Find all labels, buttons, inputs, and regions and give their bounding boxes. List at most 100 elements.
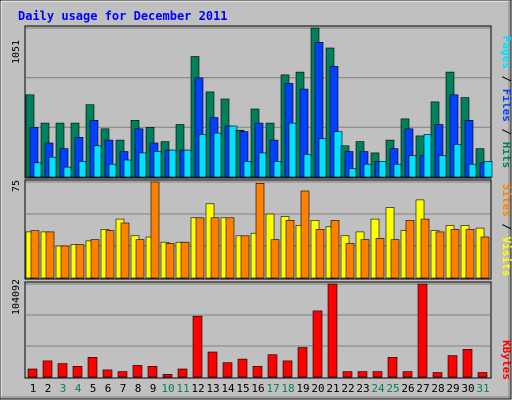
bar-kbytes-day-13 <box>207 351 218 378</box>
x-tick-label-day-28: 28 <box>431 382 444 395</box>
legend-files: Files <box>500 89 512 122</box>
y-max-label-kbytes: 104092 <box>11 279 22 315</box>
bar-kbytes-day-14 <box>222 362 233 378</box>
bar-sites-day-4 <box>75 244 85 279</box>
bar-kbytes-day-9 <box>147 365 158 378</box>
legend-hits: Hits <box>500 142 512 169</box>
x-tick-label-day-5: 5 <box>90 382 97 395</box>
x-tick-label-day-8: 8 <box>135 382 142 395</box>
bar-kbytes-day-21 <box>327 283 338 378</box>
bar-kbytes-day-22 <box>342 371 353 378</box>
bar-sites-day-10 <box>165 243 175 279</box>
x-tick-label-day-15: 15 <box>236 382 249 395</box>
x-tick-label-day-12: 12 <box>191 382 204 395</box>
panel-kbytes-frame <box>24 281 492 379</box>
bar-kbytes-day-3 <box>57 363 68 378</box>
bar-kbytes-day-19 <box>297 347 308 378</box>
bar-sites-day-27 <box>420 218 430 279</box>
bar-sites-day-22 <box>345 243 355 279</box>
svg-text:Sites / Visits: Sites / Visits <box>500 184 512 277</box>
bar-sites-day-16 <box>255 183 265 279</box>
bar-kbytes-day-26 <box>402 371 413 378</box>
x-tick-label-day-22: 22 <box>341 382 354 395</box>
bar-sites-day-15 <box>240 235 250 279</box>
x-tick-label-day-23: 23 <box>356 382 369 395</box>
bar-sites-day-3 <box>60 245 70 279</box>
bar-kbytes-day-31 <box>477 372 488 378</box>
bar-kbytes-day-25 <box>387 356 398 378</box>
bar-kbytes-day-4 <box>72 365 83 378</box>
bars <box>25 27 493 378</box>
bar-sites-day-2 <box>45 231 55 279</box>
x-tick-label-day-30: 30 <box>461 382 474 395</box>
legend-kbytes-group: KBytes <box>500 340 512 380</box>
bar-sites-day-18 <box>285 220 295 279</box>
bar-kbytes-day-27 <box>417 283 428 378</box>
bar-kbytes-day-18 <box>282 360 293 378</box>
x-axis-labels: 1 2 3 4 5 6 7 8 9 10 11 12 13 14 15 16 17 18 19 20 21 22 23 24 2… <box>30 382 490 395</box>
bar-sites-day-24 <box>375 238 385 279</box>
bar-sites-day-12 <box>195 217 205 279</box>
bar-sites-day-19 <box>300 190 310 279</box>
x-tick-label-day-13: 13 <box>206 382 219 395</box>
bar-sites-day-25 <box>390 239 400 279</box>
legend-kbytes: KBytes <box>500 340 512 380</box>
bar-sites-day-11 <box>180 241 190 279</box>
bar-sites-day-9 <box>150 181 160 279</box>
bar-pages-day-31 <box>483 161 493 178</box>
bar-sites-day-28 <box>435 231 445 279</box>
x-tick-label-day-24: 24 <box>371 382 385 395</box>
bar-sites-day-20 <box>315 229 325 279</box>
x-tick-label-day-14: 14 <box>221 382 235 395</box>
x-tick-label-day-6: 6 <box>105 382 112 395</box>
x-tick-label-day-1: 1 <box>30 382 37 395</box>
x-tick-label-day-17: 17 <box>266 382 279 395</box>
bar-sites-day-23 <box>360 239 370 279</box>
chart-title: Daily usage for December 2011 <box>18 9 228 23</box>
x-tick-label-day-21: 21 <box>326 382 339 395</box>
x-tick-label-day-31: 31 <box>476 382 489 395</box>
x-tick-label-day-11: 11 <box>176 382 189 395</box>
bar-kbytes-day-10 <box>162 373 173 378</box>
bar-sites-day-6 <box>105 230 115 279</box>
legend-sites: Sites <box>500 184 512 217</box>
bar-sites-day-21 <box>330 220 340 279</box>
bar-kbytes-day-8 <box>132 365 143 378</box>
x-tick-label-day-26: 26 <box>401 382 414 395</box>
bar-sites-day-7 <box>120 222 130 279</box>
bar-kbytes-day-12 <box>192 315 203 378</box>
x-tick-label-day-2: 2 <box>45 382 52 395</box>
bar-sites-day-26 <box>405 220 415 279</box>
bar-kbytes-day-6 <box>102 369 113 378</box>
legend-visits-sites: Sites / Visits <box>500 184 512 277</box>
bar-sites-day-29 <box>450 229 460 279</box>
x-tick-label-day-3: 3 <box>60 382 67 395</box>
legend-pages: Pages <box>500 36 512 69</box>
x-tick-label-day-18: 18 <box>281 382 294 395</box>
bar-kbytes-day-29 <box>447 355 458 378</box>
bar-sites-day-30 <box>465 229 475 279</box>
bar-kbytes-day-16 <box>252 365 263 378</box>
bar-kbytes-day-28 <box>432 372 443 378</box>
x-tick-label-day-10: 10 <box>161 382 174 395</box>
bar-sites-day-8 <box>135 239 145 279</box>
bar-kbytes-day-7 <box>117 371 128 378</box>
x-tick-label-day-7: 7 <box>120 382 127 395</box>
bar-kbytes-day-5 <box>87 356 98 378</box>
bar-kbytes-day-15 <box>237 358 248 378</box>
legend-visits: Visits <box>500 237 512 277</box>
x-tick-label-day-16: 16 <box>251 382 264 395</box>
legend-hits-files-pages: Pages / Files / Hits <box>500 36 512 169</box>
bar-kbytes-day-17 <box>267 354 278 378</box>
x-tick-label-day-25: 25 <box>386 382 399 395</box>
x-tick-label-day-9: 9 <box>150 382 157 395</box>
bar-kbytes-day-24 <box>372 371 383 378</box>
bar-kbytes-day-23 <box>357 371 368 378</box>
y-max-label-visits: 75 <box>11 180 22 192</box>
bar-sites-day-17 <box>270 239 280 279</box>
bar-kbytes-day-1 <box>27 368 38 378</box>
x-tick-label-day-27: 27 <box>416 382 429 395</box>
bar-sites-day-14 <box>225 217 235 279</box>
